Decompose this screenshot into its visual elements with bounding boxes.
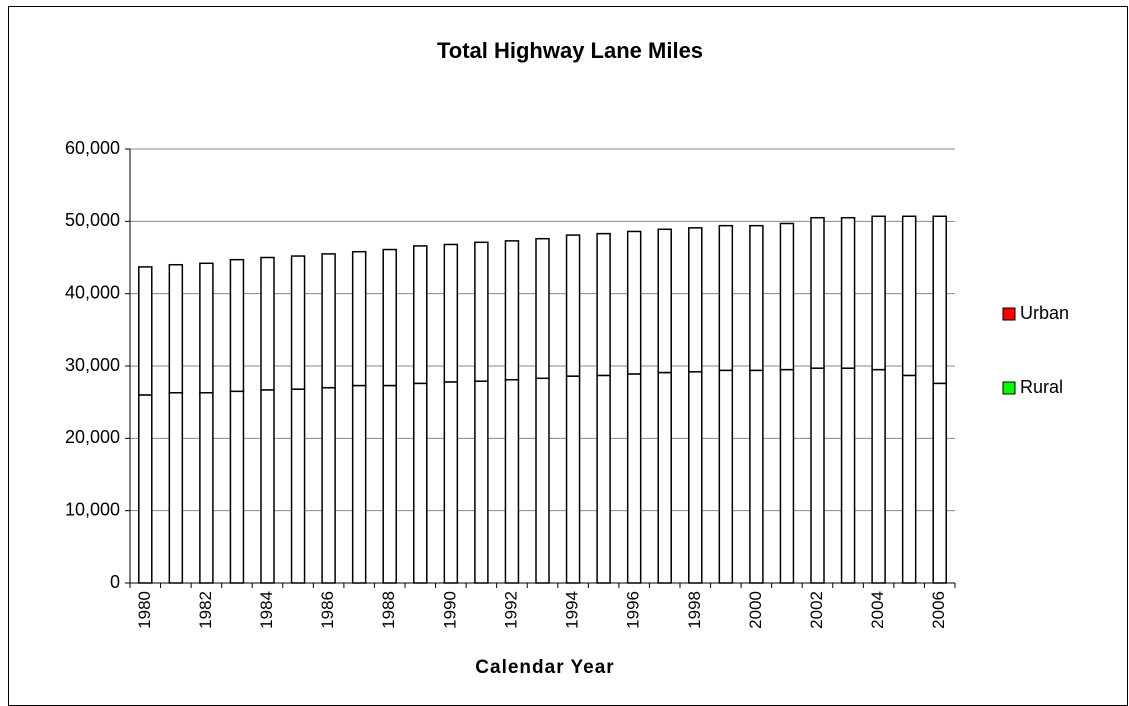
legend-swatch bbox=[1002, 381, 1016, 395]
x-tick-label: 1982 bbox=[196, 591, 215, 629]
bar-segment bbox=[168, 392, 184, 584]
y-tick-label: 50,000 bbox=[65, 210, 120, 230]
bar-segment bbox=[779, 368, 795, 584]
x-tick-label: 1996 bbox=[624, 591, 643, 629]
bar-segment bbox=[749, 369, 764, 584]
bar-segment bbox=[138, 266, 153, 396]
bar-segment bbox=[199, 392, 214, 584]
bar-segment bbox=[229, 258, 245, 393]
bar-segment bbox=[871, 215, 886, 371]
bar-segment bbox=[657, 228, 672, 374]
y-tick-label: 40,000 bbox=[65, 282, 120, 302]
x-tick-label: 1992 bbox=[501, 591, 520, 629]
bar-segment bbox=[596, 374, 611, 584]
bar-segment bbox=[321, 253, 336, 389]
bar-segment bbox=[382, 248, 397, 387]
bar-segment bbox=[565, 375, 581, 584]
bar-segment bbox=[535, 377, 550, 584]
bar-segment bbox=[688, 227, 703, 373]
x-tick-label: 2004 bbox=[868, 591, 887, 629]
chart-title: Total Highway Lane Miles bbox=[437, 38, 703, 63]
x-tick-label: 2000 bbox=[746, 591, 765, 629]
bar-segment bbox=[290, 255, 306, 390]
legend-label: Rural bbox=[1020, 377, 1063, 397]
x-tick-label: 1990 bbox=[440, 591, 459, 629]
bar-segment bbox=[229, 390, 245, 584]
bar-segment bbox=[504, 240, 520, 381]
bar-segment bbox=[474, 241, 489, 382]
x-tick-label: 1998 bbox=[685, 591, 704, 629]
bar-segment bbox=[504, 378, 520, 584]
y-tick-label: 10,000 bbox=[65, 499, 120, 519]
bar-segment bbox=[749, 224, 764, 372]
bar-segment bbox=[168, 263, 184, 394]
x-axis-title: Calendar Year bbox=[475, 657, 614, 678]
bar-segment bbox=[260, 389, 275, 584]
x-tick-label: 1986 bbox=[318, 591, 337, 629]
bar-segment bbox=[901, 215, 917, 377]
bar-segment bbox=[840, 367, 856, 584]
bar-segment bbox=[718, 369, 734, 584]
x-tick-label: 1988 bbox=[379, 591, 398, 629]
bar-segment bbox=[810, 367, 825, 584]
bar-segment bbox=[351, 384, 367, 584]
bar-segment bbox=[321, 386, 336, 584]
bar-segment bbox=[871, 368, 886, 584]
bar-segment bbox=[413, 245, 428, 385]
bar-segment bbox=[260, 256, 275, 391]
bar-segment bbox=[718, 224, 734, 372]
bar-segment bbox=[565, 234, 581, 377]
y-tick-label: 20,000 bbox=[65, 427, 120, 447]
y-tick-label: 30,000 bbox=[65, 355, 120, 375]
x-tick-label: 1984 bbox=[257, 591, 276, 629]
x-tick-label: 1994 bbox=[563, 591, 582, 629]
bar-segment bbox=[413, 382, 428, 584]
bar-segment bbox=[535, 237, 550, 380]
x-tick-label: 2006 bbox=[929, 591, 948, 629]
bar-segment bbox=[382, 384, 397, 584]
y-tick-label: 0 bbox=[110, 572, 120, 592]
bar-segment bbox=[596, 232, 611, 377]
x-tick-label: 1980 bbox=[135, 591, 154, 629]
bar-segment bbox=[932, 382, 947, 584]
bar-segment bbox=[657, 371, 672, 584]
legend-swatch bbox=[1002, 307, 1016, 321]
bar-segment bbox=[138, 394, 153, 584]
bar-segment bbox=[443, 381, 459, 584]
bar-segment bbox=[901, 374, 917, 584]
bar-segment bbox=[199, 262, 214, 394]
bar-segment bbox=[351, 250, 367, 387]
bar-segment bbox=[443, 243, 459, 383]
bar-segment bbox=[688, 371, 703, 584]
legend-label: Urban bbox=[1020, 303, 1069, 323]
bar-segment bbox=[626, 373, 642, 584]
bar-segment bbox=[840, 216, 856, 369]
x-tick-label: 2002 bbox=[807, 591, 826, 629]
bar-segment bbox=[779, 222, 795, 371]
bar-segment bbox=[810, 216, 825, 369]
bar-segment bbox=[290, 388, 306, 584]
bar-segment bbox=[932, 215, 947, 385]
y-tick-label: 60,000 bbox=[65, 138, 120, 158]
bar-segment bbox=[474, 380, 489, 584]
bar-segment bbox=[626, 230, 642, 375]
